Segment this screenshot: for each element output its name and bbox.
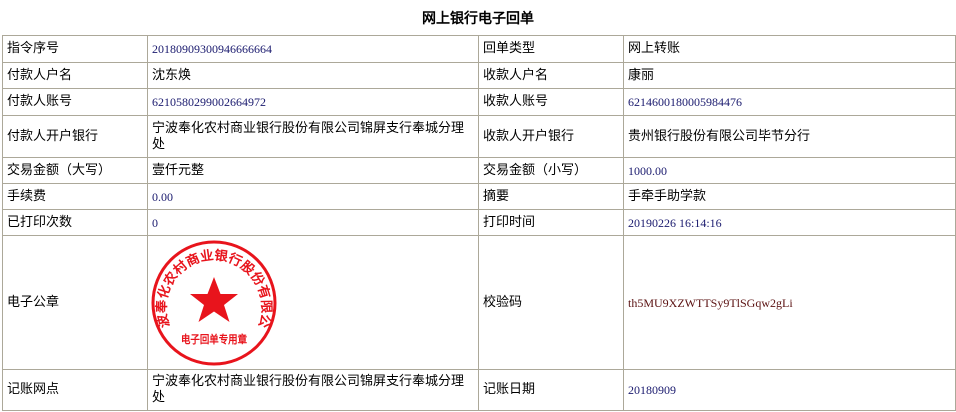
svg-text:电子回单专用章: 电子回单专用章 (181, 332, 247, 346)
table-row: 电子公章 宁波奉化农村商业银行股份有限公司 电子回单专用章 校验码 th5MU9… (2, 235, 956, 370)
value: 20180909 (623, 369, 956, 411)
table-row: 指令序号 20180909300946666664 回单类型 网上转账 (2, 35, 956, 63)
value: 20190226 16:14:16 (623, 209, 956, 236)
table-row: 付款人开户银行 宁波奉化农村商业银行股份有限公司锦屏支行奉城分理处 收款人开户银… (2, 115, 956, 158)
value: 宁波奉化农村商业银行股份有限公司锦屏支行奉城分理处 (147, 115, 479, 158)
label: 校验码 (478, 235, 624, 370)
label: 收款人开户银行 (478, 115, 624, 158)
label: 付款人户名 (2, 62, 148, 89)
star-icon (190, 276, 238, 322)
label: 已打印次数 (2, 209, 148, 236)
label: 记账网点 (2, 369, 148, 411)
label: 手续费 (2, 183, 148, 210)
seal-cell: 宁波奉化农村商业银行股份有限公司 电子回单专用章 (147, 235, 479, 370)
value: 20180909300946666664 (147, 35, 479, 63)
official-seal: 宁波奉化农村商业银行股份有限公司 电子回单专用章 (150, 239, 277, 365)
table-row: 已打印次数 0 打印时间 20190226 16:14:16 (2, 209, 956, 236)
table-row: 交易金额（大写） 壹仟元整 交易金额（小写） 1000.00 (2, 157, 956, 184)
table-row: 付款人户名 沈东焕 收款人户名 康丽 (2, 62, 956, 89)
label: 收款人户名 (478, 62, 624, 89)
label: 交易金额（大写） (2, 157, 148, 184)
label: 电子公章 (2, 235, 148, 370)
value: 0 (147, 209, 479, 236)
value: 网上转账 (623, 35, 956, 63)
label: 记账日期 (478, 369, 624, 411)
value: 1000.00 (623, 157, 956, 184)
value: 康丽 (623, 62, 956, 89)
label: 摘要 (478, 183, 624, 210)
value: 壹仟元整 (147, 157, 479, 184)
value: 6214600180005984476 (623, 88, 956, 116)
value: 0.00 (147, 183, 479, 210)
label: 收款人账号 (478, 88, 624, 116)
label: 付款人账号 (2, 88, 148, 116)
value: 沈东焕 (147, 62, 479, 89)
value: 6210580299002664972 (147, 88, 479, 116)
table-row: 付款人账号 6210580299002664972 收款人账号 62146001… (2, 88, 956, 116)
verification-code: th5MU9XZWTTSy9TlSGqw2gLi (623, 235, 956, 370)
page-title: 网上银行电子回单 (422, 11, 534, 27)
value: 手牵手助学款 (623, 183, 956, 210)
label: 交易金额（小写） (478, 157, 624, 184)
label: 回单类型 (478, 35, 624, 63)
table-row: 手续费 0.00 摘要 手牵手助学款 (2, 183, 956, 210)
table-row: 记账网点 宁波奉化农村商业银行股份有限公司锦屏支行奉城分理处 记账日期 2018… (2, 369, 956, 411)
receipt-table: 指令序号 20180909300946666664 回单类型 网上转账 付款人户… (2, 35, 956, 411)
value: 贵州银行股份有限公司毕节分行 (623, 115, 956, 158)
label: 付款人开户银行 (2, 115, 148, 158)
label: 打印时间 (478, 209, 624, 236)
label: 指令序号 (2, 35, 148, 63)
value: 宁波奉化农村商业银行股份有限公司锦屏支行奉城分理处 (147, 369, 479, 411)
